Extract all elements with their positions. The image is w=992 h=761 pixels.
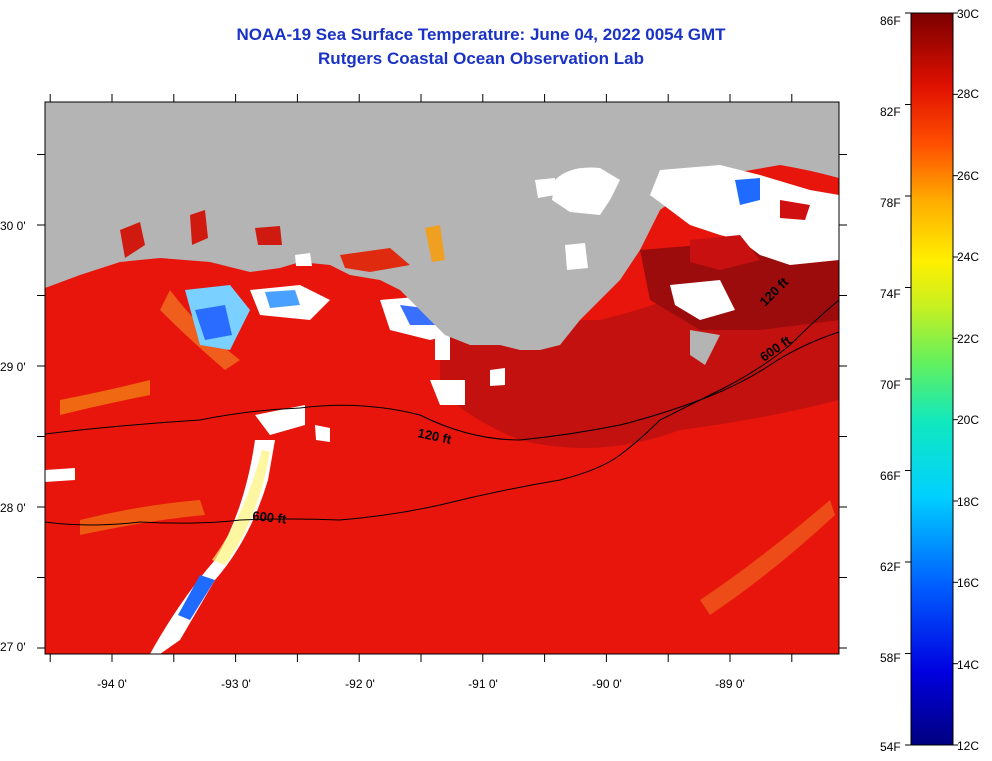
inland-water	[120, 222, 145, 258]
cool-streak	[700, 500, 835, 615]
lake-cloud	[535, 178, 555, 198]
cloud-patch	[315, 425, 330, 442]
colorbar-c-26: 26C	[957, 169, 979, 183]
delta-land	[690, 330, 720, 365]
colorbar-c-30: 30C	[957, 7, 979, 21]
cloud-streak	[150, 440, 275, 654]
colorbar-c-16: 16C	[957, 576, 979, 590]
colorbar-f-82: 82F	[880, 105, 901, 119]
land-mass	[45, 102, 839, 350]
colorbar-f-74: 74F	[880, 287, 901, 301]
cool-streak	[60, 380, 150, 415]
map-title: NOAA-19 Sea Surface Temperature: June 04…	[236, 25, 726, 44]
colorbar-f-86: 86F	[880, 14, 901, 28]
map-plot-area	[45, 102, 839, 654]
inland-cloud	[295, 253, 312, 266]
lon-label-94: -94 0'	[97, 677, 127, 691]
lake-cloud	[565, 243, 588, 270]
colorbar-f-66: 66F	[880, 469, 901, 483]
lake-cloud	[552, 167, 620, 215]
delta-water	[690, 235, 760, 270]
contour-120ft-line	[45, 331, 839, 441]
inland-water	[340, 248, 410, 272]
lat-label-28: 28 0'	[0, 501, 26, 515]
map-subtitle: Rutgers Coastal Ocean Observation Lab	[318, 49, 644, 68]
lon-label-92: -92 0'	[345, 677, 375, 691]
cold-water-patch	[265, 290, 300, 308]
colorbar-c-14: 14C	[957, 658, 979, 672]
contour-600ft-label: 600 ft	[252, 508, 288, 527]
cloud-patch	[430, 380, 465, 405]
colorbar-c-18: 18C	[957, 495, 979, 509]
cold-pixels	[178, 575, 215, 620]
warm-pixels	[780, 200, 810, 220]
inland-water	[255, 226, 282, 245]
cold-pixels	[735, 178, 760, 205]
temperature-colorbar	[910, 12, 954, 746]
cloud-patch	[45, 468, 75, 482]
colorbar-f-70: 70F	[880, 378, 901, 392]
contour-600ft-line	[45, 299, 839, 526]
cloud-edge	[212, 450, 270, 565]
colorbar-f-58: 58F	[880, 651, 901, 665]
cloud-patch	[255, 405, 305, 435]
colorbar-c-12: 12C	[957, 739, 979, 753]
cloud-patch	[490, 368, 505, 386]
colorbar-c-24: 24C	[957, 250, 979, 264]
lon-label-91: -91 0'	[468, 677, 498, 691]
contour-120ft-label: 120 ft	[416, 425, 453, 447]
colorbar-f-78: 78F	[880, 196, 901, 210]
map-frame	[44, 101, 840, 655]
cool-streak	[80, 500, 205, 535]
lon-label-93: -93 0'	[221, 677, 251, 691]
colorbar-c-20: 20C	[957, 413, 979, 427]
colorbar-c-28: 28C	[957, 87, 979, 101]
lat-label-30: 30 0'	[0, 219, 26, 233]
lat-label-29: 29 0'	[0, 360, 26, 374]
colorbar-c-22: 22C	[957, 332, 979, 346]
colorbar-f-54: 54F	[880, 740, 901, 754]
cloud-patch	[435, 335, 450, 360]
delta-cloud	[650, 165, 839, 265]
delta-cloud	[670, 280, 735, 320]
colorbar-ticks	[905, 12, 958, 746]
colorbar-f-62: 62F	[880, 560, 901, 574]
inland-water	[425, 225, 445, 262]
lon-label-89: -89 0'	[715, 677, 745, 691]
frame-ticks	[37, 94, 847, 662]
inland-water	[190, 210, 208, 245]
lon-label-90: -90 0'	[592, 677, 622, 691]
cold-water-patch	[195, 305, 232, 340]
lat-label-27: 27 0'	[0, 640, 26, 654]
